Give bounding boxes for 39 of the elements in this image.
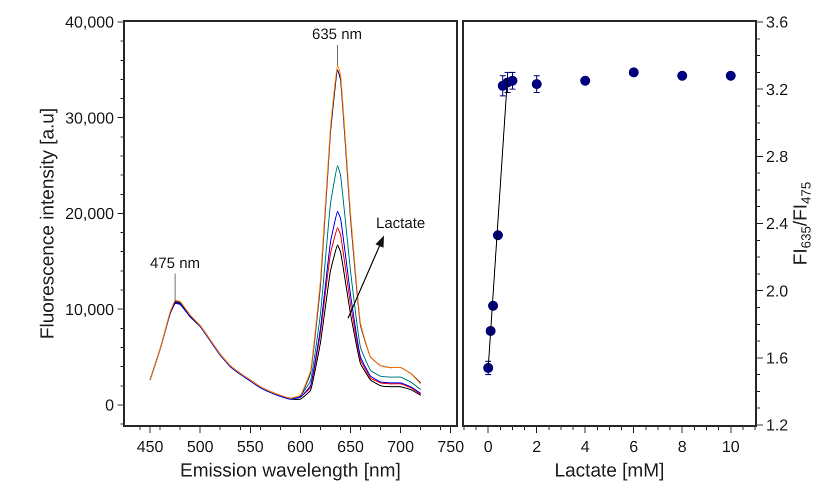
x-tick-label: 6 [629,438,638,456]
x-tick-label: 0 [484,438,493,456]
x-tick-label: 4 [580,438,590,456]
point [726,70,736,81]
y-tick-label: 30,000 [65,110,114,128]
y-tick-label: 40,000 [65,14,114,32]
x-tick-label: 700 [387,438,414,456]
y-tick-label: 0 [105,398,114,414]
y-tick-label: 2.8 [766,148,788,166]
y-tick-label: 3.2 [766,82,788,99]
point [677,70,688,81]
y-tick-label: 1.6 [766,350,788,368]
annotation: 635 nm [312,26,362,43]
x-tick-label: 500 [186,438,214,456]
x-tick-label: 450 [136,438,164,456]
y-tick-label: 1.2 [766,418,788,435]
x-axis-title: Lactate [mM] [554,460,664,482]
x-tick-label: 650 [337,438,364,456]
line-series [300,227,422,398]
x-tick-label: 750 [437,438,464,456]
y-tick-label: 2.4 [766,216,788,234]
x-tick-label: 8 [678,438,687,456]
x-axis-title: Emission wavelength [nm] [180,460,401,482]
y-tick-label: 3.6 [766,14,788,32]
point [483,362,494,373]
annotation: Lactate [376,215,426,232]
x-tick-label: 10 [722,438,740,456]
annotation: 475 nm [150,255,200,272]
point [532,79,542,90]
x-tick-label: 550 [236,438,264,456]
x-tick-label: 2 [532,438,542,456]
x-tick-label: 600 [287,438,314,456]
y-tick-label: 20,000 [65,206,114,224]
point [507,76,518,86]
y-tick-label: 10,000 [65,302,114,319]
y-tick-label: 2.0 [766,283,788,300]
y-axis-title: Fluorescence intensity [a.u] [37,108,58,340]
point [580,76,590,86]
point [628,67,639,78]
